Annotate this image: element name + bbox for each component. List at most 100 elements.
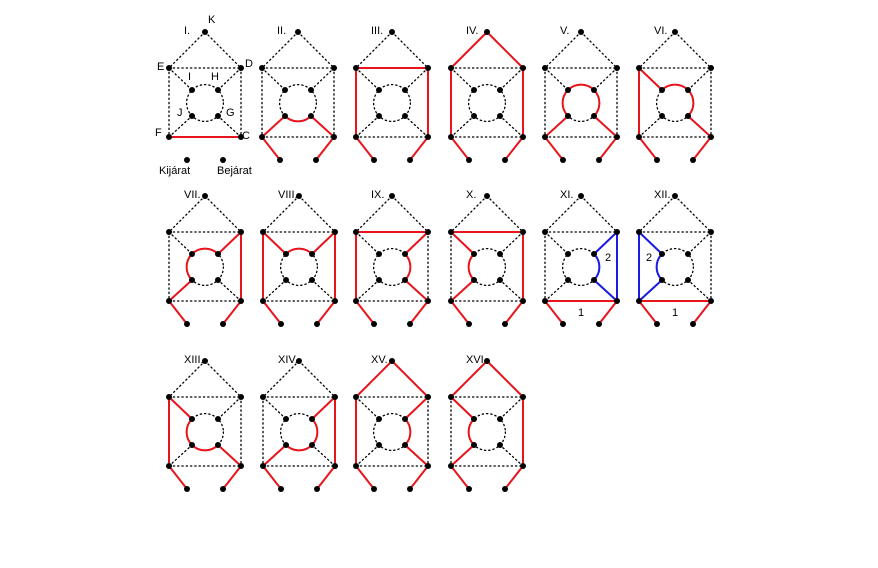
node xyxy=(332,394,338,400)
node xyxy=(332,298,338,304)
panel-label: II. xyxy=(277,25,286,37)
edge xyxy=(692,136,712,161)
edge-arc xyxy=(593,89,601,117)
node xyxy=(565,251,571,257)
edge-arc xyxy=(567,83,595,91)
edge xyxy=(499,115,524,138)
node xyxy=(502,321,508,327)
edge xyxy=(355,465,375,490)
node xyxy=(425,65,431,71)
node xyxy=(578,29,584,35)
node xyxy=(471,113,477,119)
edge xyxy=(204,195,242,233)
node xyxy=(282,113,288,119)
panel: XI. 1 2 xyxy=(542,189,620,327)
edge xyxy=(355,300,375,325)
panel-label: XII. xyxy=(654,189,671,201)
edge xyxy=(298,195,336,233)
edge xyxy=(262,231,287,255)
edge xyxy=(217,396,242,420)
edge xyxy=(355,31,393,69)
edge xyxy=(638,67,663,91)
edge xyxy=(355,115,380,138)
edge xyxy=(311,396,336,420)
node xyxy=(166,65,172,71)
edge xyxy=(593,67,618,91)
node xyxy=(591,277,597,283)
node xyxy=(636,65,642,71)
edge-arc xyxy=(687,89,695,117)
node xyxy=(309,251,315,257)
edge xyxy=(450,67,475,91)
node-label: K xyxy=(208,14,216,26)
panel: XIII. xyxy=(166,354,244,492)
edge xyxy=(168,231,193,255)
edge xyxy=(261,31,299,69)
panel: XII. 1 2 xyxy=(636,189,714,327)
node xyxy=(471,416,477,422)
node xyxy=(690,157,696,163)
node xyxy=(497,113,503,119)
inner-ring xyxy=(185,83,225,123)
node xyxy=(283,416,289,422)
node xyxy=(332,229,338,235)
edge xyxy=(486,31,524,69)
panel: I. K E D I H J G F C Kijárat Bejárat xyxy=(155,14,253,177)
node xyxy=(614,65,620,71)
node xyxy=(296,193,302,199)
node xyxy=(309,416,315,422)
edge xyxy=(404,444,429,467)
panel-label: XV. xyxy=(371,354,388,366)
node xyxy=(353,394,359,400)
edge xyxy=(450,31,488,69)
edge xyxy=(168,31,206,69)
edge xyxy=(391,31,429,69)
node-label: F xyxy=(155,127,162,139)
edge-arc xyxy=(404,418,412,446)
panel-label: VII. xyxy=(184,189,201,201)
node-label: H xyxy=(211,71,219,83)
edge xyxy=(168,279,193,302)
node xyxy=(202,193,208,199)
edge xyxy=(598,300,618,325)
node xyxy=(296,358,302,364)
node xyxy=(202,29,208,35)
node xyxy=(376,277,382,283)
edge xyxy=(262,279,287,302)
edge xyxy=(486,195,524,233)
panel-label: VIII. xyxy=(278,189,298,201)
segment-label: 1 xyxy=(672,307,678,319)
node xyxy=(215,251,221,257)
node xyxy=(591,251,597,257)
node xyxy=(596,321,602,327)
node xyxy=(448,229,454,235)
node xyxy=(189,442,195,448)
node xyxy=(220,486,226,492)
node xyxy=(166,298,172,304)
node xyxy=(189,251,195,257)
panel: V. xyxy=(542,25,620,163)
edge xyxy=(316,300,336,325)
panel: VIII. xyxy=(260,189,338,327)
node xyxy=(184,321,190,327)
panel-label: XI. xyxy=(560,189,573,201)
node xyxy=(259,65,265,71)
node xyxy=(166,229,172,235)
node xyxy=(542,65,548,71)
node xyxy=(376,113,382,119)
node xyxy=(565,277,571,283)
node xyxy=(448,394,454,400)
edge xyxy=(687,115,712,138)
node xyxy=(471,277,477,283)
node xyxy=(425,134,431,140)
node xyxy=(220,157,226,163)
node xyxy=(189,277,195,283)
edge xyxy=(168,465,188,490)
node xyxy=(407,157,413,163)
edge xyxy=(450,360,488,398)
node xyxy=(542,298,548,304)
node xyxy=(659,113,665,119)
edge xyxy=(404,231,429,255)
edge xyxy=(204,31,242,69)
node xyxy=(425,298,431,304)
